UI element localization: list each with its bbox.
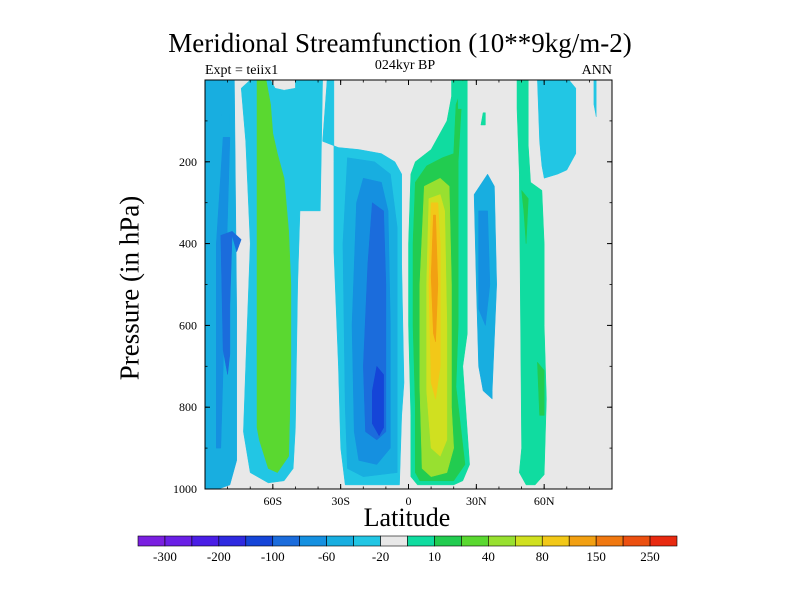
x-tick-label: 60S [263, 494, 282, 508]
colorbar-swatch [272, 535, 301, 547]
colorbar-label: 150 [586, 549, 606, 564]
plot-area [205, 80, 612, 489]
contour-region-25 [593, 80, 597, 117]
colorbar-label: 10 [428, 549, 441, 564]
contour-region-19 [457, 80, 466, 109]
colorbar-swatch [218, 535, 247, 547]
x-tick-label: 60N [534, 494, 555, 508]
colorbar-swatch [137, 535, 166, 547]
colorbar-swatch [514, 535, 543, 547]
colorbar-swatch [541, 535, 570, 547]
colorbar-label: -20 [372, 549, 389, 564]
y-tick-label: 400 [179, 237, 197, 251]
y-tick-label: 600 [179, 318, 197, 332]
period-label: 024kyr BP [374, 58, 436, 73]
colorbar-label: -200 [207, 549, 231, 564]
colorbar-swatch [191, 535, 220, 547]
colorbar-swatch [649, 535, 678, 547]
colorbar-label: -100 [261, 549, 285, 564]
colorbar-swatch [407, 535, 435, 547]
y-tick-label: 800 [179, 400, 197, 414]
x-tick-label: 30N [466, 494, 487, 508]
contour-region-24 [537, 80, 577, 179]
contour-region-23 [537, 361, 545, 416]
contour-region-1 [220, 114, 231, 126]
y-tick-label: 1000 [173, 482, 197, 496]
x-tick-label: 0 [406, 494, 412, 508]
x-tick-label: 30S [331, 494, 350, 508]
contour-region-16 [430, 214, 439, 342]
y-tick-label: 200 [179, 155, 197, 169]
colorbar-swatch [568, 535, 597, 547]
contour-fills [205, 80, 597, 489]
colorbar-swatch [245, 535, 274, 547]
colorbar-swatch [326, 535, 354, 547]
axes: 60S 30S 0 30N 60N 200 400 600 800 1000 [173, 79, 613, 508]
colorbar-label: 40 [482, 549, 495, 564]
contour-region-3 [220, 231, 242, 375]
colorbar-label: 80 [536, 549, 549, 564]
colorbar-swatch [434, 535, 462, 547]
colorbar-swatch [164, 535, 193, 547]
contour-region-5 [256, 80, 292, 473]
colorbar-label: 250 [640, 549, 660, 564]
colorbar-label: -300 [153, 549, 177, 564]
colorbar-label: -60 [318, 549, 335, 564]
colorbar-swatch [380, 535, 408, 547]
contour-region-10 [372, 365, 384, 437]
colorbar-swatch [353, 535, 381, 547]
season-label: ANN [581, 63, 612, 78]
contour-region-22 [521, 189, 529, 244]
colorbar-swatch [461, 535, 489, 547]
colorbar: -300 -200 -100 -60 -20 10 40 80 150 250 [137, 535, 678, 564]
colorbar-swatch [488, 535, 516, 547]
colorbar-swatch [595, 535, 624, 547]
colorbar-swatch [622, 535, 651, 547]
colorbar-swatch [299, 535, 327, 547]
chart-title: Meridional Streamfunction (10**9kg/m-2) [168, 28, 632, 58]
experiment-label: Expt = teiix1 [205, 63, 279, 78]
contour-region-20 [480, 112, 486, 126]
contour-region-18 [478, 210, 491, 326]
x-axis-label: Latitude [363, 503, 451, 532]
